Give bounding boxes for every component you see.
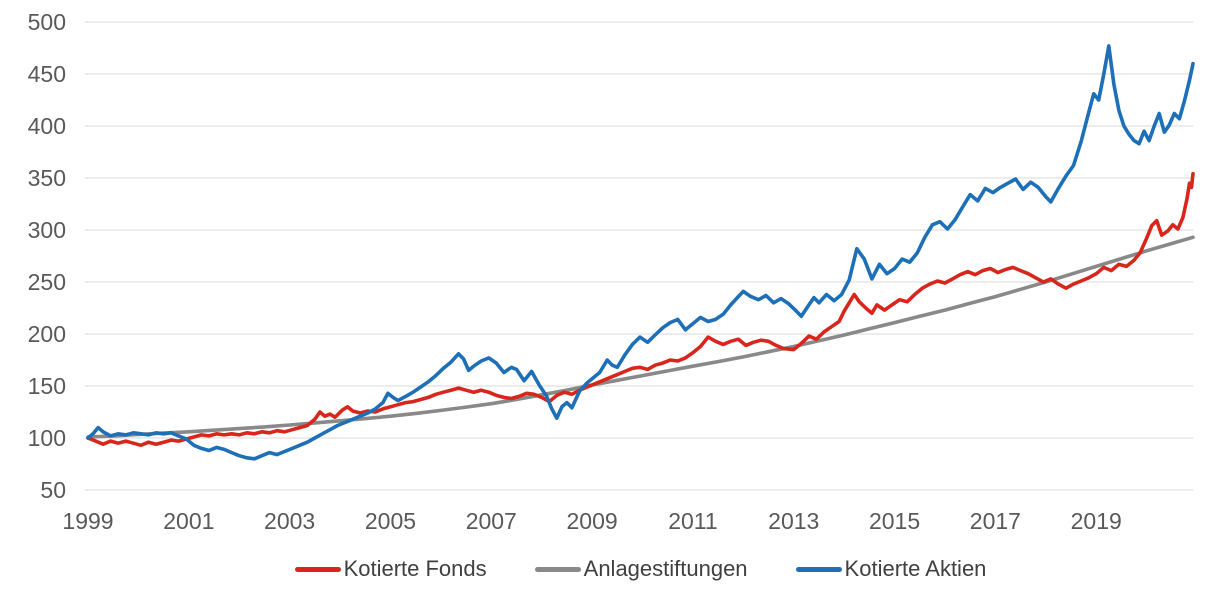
series-line-kotierte-aktien (86, 44, 1195, 461)
legend: Kotierte Fonds Anlagestiftungen Kotierte… (88, 553, 1193, 585)
legend-marker-line-icon (294, 566, 341, 572)
legend-label: Kotierte Fonds (343, 556, 487, 581)
x-axis-tick-label: 2009 (567, 508, 618, 534)
legend-item-kotierte-fonds: Kotierte Fonds (294, 556, 487, 582)
legend-label: Kotierte Aktien (844, 556, 987, 581)
y-axis-tick-label: 500 (28, 9, 66, 35)
legend-item-anlagestiftungen: Anlagestiftungen (534, 556, 748, 582)
y-axis-tick-label: 450 (28, 61, 66, 87)
legend-label: Anlagestiftungen (583, 556, 748, 581)
legend-marker-line-icon (534, 566, 581, 572)
y-axis-tick-label: 200 (28, 321, 66, 347)
x-axis-tick-label: 2019 (1071, 508, 1122, 534)
y-axis-tick-label: 300 (28, 217, 66, 243)
y-axis-tick-label: 100 (28, 425, 66, 451)
x-axis-tick-label: 2005 (365, 508, 416, 534)
x-axis-tick-label: 2007 (466, 508, 517, 534)
x-axis-tick-label: 2017 (970, 508, 1021, 534)
legend-marker-line-icon (795, 566, 842, 572)
x-axis-tick-label: 2015 (869, 508, 920, 534)
legend-item-kotierte-aktien: Kotierte Aktien (795, 556, 987, 582)
y-axis-tick-label: 50 (40, 477, 66, 503)
x-axis-tick-label: 2001 (163, 508, 214, 534)
x-axis-tick-label: 2003 (264, 508, 315, 534)
series-line-kotierte-fonds (86, 172, 1195, 448)
y-axis-tick-label: 350 (28, 165, 66, 191)
series-line-anlagestiftungen (86, 235, 1195, 439)
y-axis-tick-label: 150 (28, 373, 66, 399)
y-axis-tick-label: 400 (28, 113, 66, 139)
y-axis-tick-label: 250 (28, 269, 66, 295)
x-axis-tick-label: 2013 (768, 508, 819, 534)
x-axis-tick-label: 1999 (62, 508, 113, 534)
x-axis-tick-label: 2011 (668, 508, 717, 534)
